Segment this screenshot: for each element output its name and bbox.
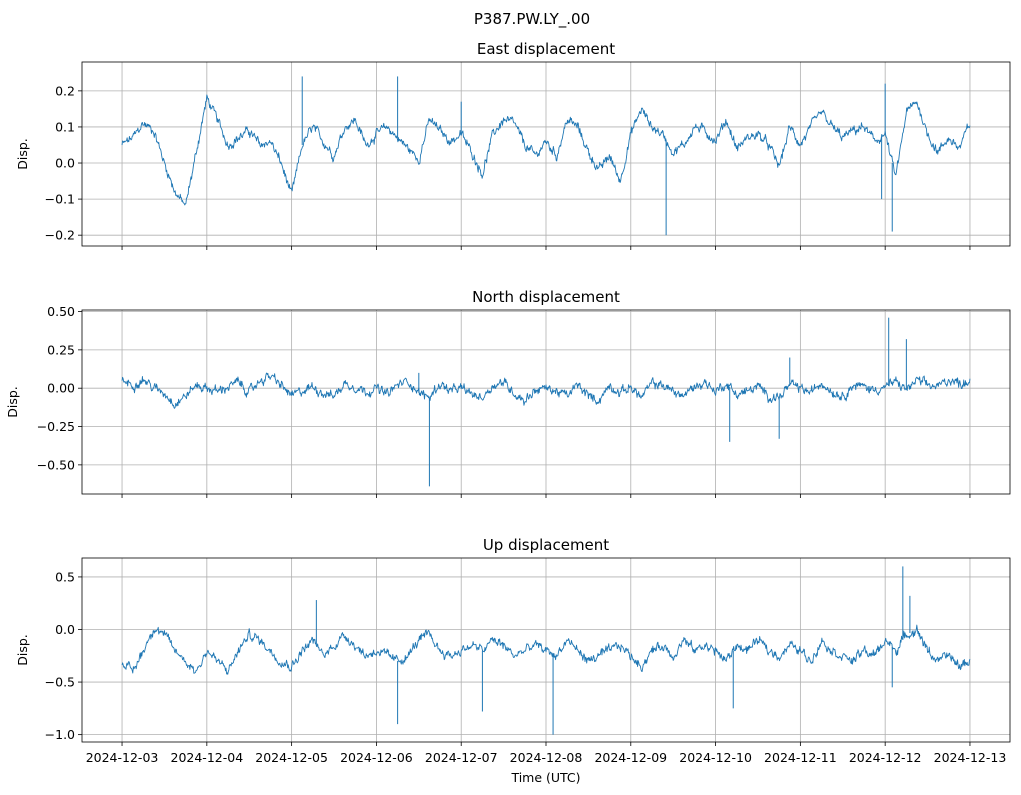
east-displacement-y-tick-label: 0.0 [55, 156, 75, 171]
east-displacement-y-tick-label: 0.1 [55, 119, 75, 134]
up-displacement-y-tick-label: −0.5 [45, 675, 75, 690]
x-tick-label: 2024-12-04 [171, 750, 244, 765]
north-displacement-y-tick-label: −0.25 [37, 419, 75, 434]
north-displacement-y-tick-label: −0.50 [37, 457, 75, 472]
east-displacement-y-tick-label: −0.2 [45, 228, 75, 243]
up-displacement-title: Up displacement [483, 536, 609, 554]
up-displacement-series-line [121, 624, 971, 675]
north-displacement-y-tick-label: 0.00 [47, 381, 75, 396]
north-displacement-y-tick-label: 0.25 [47, 342, 75, 357]
x-tick-labels: 2024-12-03 2024-12-04 2024-12-05 2024-12-06… [86, 750, 1007, 765]
north-displacement-axes-frame [81, 309, 1011, 495]
east-displacement-axes-frame [81, 61, 1011, 247]
x-tick-label: 2024-12-07 [425, 750, 498, 765]
east-displacement-y-tick-label: 0.2 [55, 83, 75, 98]
x-tick-label: 2024-12-09 [594, 750, 667, 765]
x-tick-label: 2024-12-11 [764, 750, 837, 765]
x-tick-label: 2024-12-06 [340, 750, 413, 765]
x-tick-label: 2024-12-10 [679, 750, 752, 765]
up-displacement-y-axis-label: Disp. [15, 634, 30, 666]
x-tick-label: 2024-12-08 [510, 750, 583, 765]
x-tick-label: 2024-12-12 [849, 750, 922, 765]
north-displacement-y-axis-label: Disp. [5, 386, 20, 418]
east-displacement-y-axis-label: Disp. [15, 138, 30, 170]
up-displacement-y-tick-label: 0.0 [55, 622, 75, 637]
up-displacement-axes-frame [81, 557, 1011, 743]
north-displacement-y-tick-label: 0.50 [47, 304, 75, 319]
x-tick-label: 2024-12-13 [934, 750, 1007, 765]
east-displacement-series-line [121, 94, 971, 206]
north-displacement-panel: North displacement Disp. −0.50 −0.25 0.00 0.2… [5, 288, 1011, 498]
up-displacement-panel: Up displacement Disp. −1.0 −0.5 0.0 0.5 [15, 536, 1011, 746]
x-tick-label: 2024-12-03 [86, 750, 159, 765]
up-displacement-y-tick-label: 0.5 [55, 569, 75, 584]
panels: East displacement Disp. −0.2 −0.1 0.0 0.1 0.2 N… [5, 40, 1011, 746]
x-axis-label: Time (UTC) [510, 770, 580, 785]
east-displacement-title: East displacement [477, 40, 615, 58]
x-tick-label: 2024-12-05 [255, 750, 328, 765]
east-displacement-y-tick-label: −0.1 [45, 192, 75, 207]
east-displacement-panel: East displacement Disp. −0.2 −0.1 0.0 0.1 0.2 [15, 40, 1011, 250]
up-displacement-y-tick-label: −1.0 [45, 727, 75, 742]
figure-title: P387.PW.LY_.00 [474, 10, 590, 29]
north-displacement-series-line [121, 372, 971, 409]
north-displacement-title: North displacement [472, 288, 620, 306]
